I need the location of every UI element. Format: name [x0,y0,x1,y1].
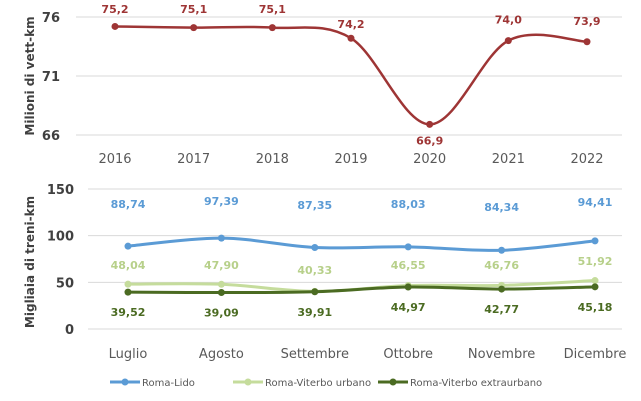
x-tick-label: 2017 [177,152,210,167]
x-tick-label: 2019 [334,152,367,167]
data-label: 97,39 [204,195,239,208]
legend-label: Roma-Viterbo extraurbano [410,378,542,389]
data-point [311,243,319,251]
data-label: 42,77 [484,303,519,316]
legend-marker [244,378,252,386]
data-label: 75,1 [259,3,286,16]
data-point [124,288,132,296]
data-point [404,283,412,291]
data-label: 73,9 [573,15,600,28]
data-label: 46,55 [391,259,426,272]
series-line [127,285,596,295]
x-tick-label: 2016 [98,152,131,167]
y-tick-label: 150 [47,183,74,198]
data-label: 88,74 [111,198,146,211]
data-label: 94,41 [578,196,613,209]
data-point [504,37,512,45]
data-label: 74,2 [337,18,364,31]
data-label: 84,34 [484,201,519,214]
y-tick-label: 76 [42,11,60,26]
data-label: 47,90 [204,259,239,272]
data-point [347,34,355,42]
x-tick-label: Agosto [199,347,244,362]
x-tick-label: Novembre [468,347,535,362]
y-tick-label: 71 [42,70,60,85]
x-tick-label: Dicembre [564,347,627,362]
y-tick-label: 50 [56,276,74,291]
bottom-y-axis-label: Migliaia di treni-km [23,196,37,328]
data-point [404,243,412,251]
legend-label: Roma-Viterbo urbano [265,378,371,389]
data-point [426,120,434,128]
data-label: 74,0 [495,14,522,27]
data-point [583,38,591,46]
data-label: 87,35 [297,199,332,212]
data-label: 48,04 [111,259,146,272]
data-point [111,22,119,30]
data-point [591,237,599,245]
data-label: 51,92 [578,255,613,268]
data-label: 66,9 [416,134,443,147]
data-label: 39,09 [204,307,239,320]
data-point [124,242,132,250]
x-tick-label: 2018 [256,152,289,167]
data-label: 40,33 [297,264,332,277]
data-label: 45,18 [578,301,613,314]
y-tick-label: 66 [42,129,60,144]
data-label: 75,2 [101,3,128,16]
x-tick-label: Luglio [109,347,148,362]
y-tick-label: 0 [65,323,74,338]
x-tick-label: Ottobre [383,347,433,362]
x-tick-label: 2021 [492,152,525,167]
legend-marker [389,378,397,386]
legend-label: Roma-Lido [142,378,195,389]
data-point [217,289,225,297]
data-label: 39,52 [111,306,146,319]
data-point [190,24,198,32]
data-point [268,24,276,32]
x-tick-label: 2022 [570,152,603,167]
data-point [217,280,225,288]
data-point [591,283,599,291]
data-point [124,280,132,288]
x-tick-label: Settembre [281,347,349,362]
data-label: 75,1 [180,3,207,16]
data-label: 44,97 [391,301,426,314]
data-point [217,234,225,242]
data-point [311,288,319,296]
data-label: 46,76 [484,259,519,272]
y-tick-label: 100 [47,230,74,245]
series-line [127,236,596,252]
data-label: 39,91 [297,306,332,319]
top-y-axis-label: Milioni di vett-km [23,16,37,135]
legend-marker [121,378,129,386]
data-point [498,285,506,293]
data-point [498,246,506,254]
x-tick-label: 2020 [413,152,446,167]
data-label: 88,03 [391,198,426,211]
data-point [591,277,599,285]
